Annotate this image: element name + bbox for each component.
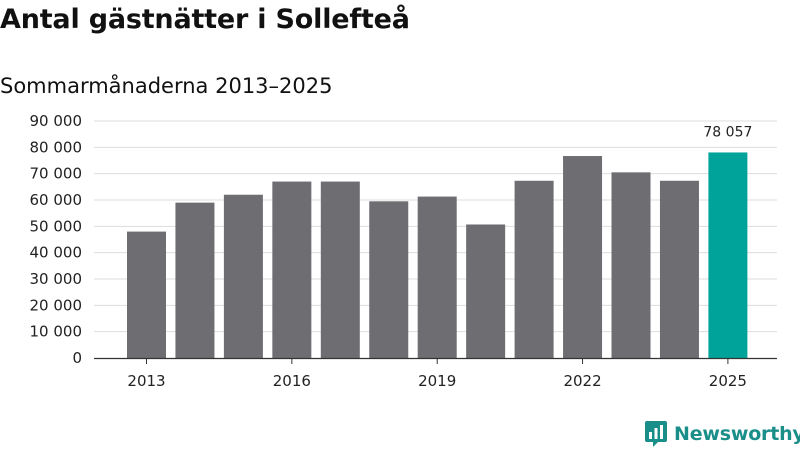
bar-2017 (320, 181, 360, 358)
bar-2025 (708, 152, 748, 358)
y-tick-label: 90 000 (30, 112, 83, 130)
bar-2023 (611, 172, 651, 358)
brand-name: Newsworthy (674, 423, 800, 445)
y-tick-label: 40 000 (30, 244, 83, 262)
x-tick-label: 2022 (563, 372, 601, 390)
bars (127, 152, 748, 358)
x-tick-label: 2025 (709, 372, 747, 390)
newsworthy-brand: Newsworthy (644, 420, 800, 448)
bar-2014 (175, 202, 215, 358)
y-tick-label: 50 000 (30, 217, 83, 235)
x-tick-label: 2016 (273, 372, 311, 390)
y-tick-label: 0 (72, 349, 82, 367)
chart-subtitle: Sommarmånaderna 2013–2025 (0, 74, 333, 98)
labels: 0 10 000 20 000 30 000 40 000 50 000 60 000 70 … (30, 112, 753, 390)
y-tick-label: 20 000 (30, 296, 83, 314)
bar-2018 (369, 201, 409, 358)
bar-2024 (659, 180, 699, 358)
y-tick-label: 10 000 (30, 323, 83, 341)
data-label: 78 057 (703, 124, 752, 140)
newsworthy-logo-icon (645, 421, 667, 447)
y-tick-label: 30 000 (30, 270, 83, 288)
x-tick-label: 2013 (127, 372, 165, 390)
bar-2021 (514, 180, 554, 358)
bar-2019 (417, 196, 457, 358)
x-tick-label: 2019 (418, 372, 456, 390)
bar-2020 (466, 224, 506, 358)
chart-title: Antal gästnätter i Sollefteå (0, 4, 410, 35)
bar-2016 (272, 181, 312, 358)
bar-2022 (563, 156, 603, 358)
y-tick-label: 70 000 (30, 165, 83, 183)
bar-2013 (127, 231, 166, 358)
axes (94, 357, 777, 364)
y-tick-label: 60 000 (30, 191, 83, 209)
bar-2015 (223, 194, 263, 358)
y-tick-label: 80 000 (30, 138, 83, 156)
